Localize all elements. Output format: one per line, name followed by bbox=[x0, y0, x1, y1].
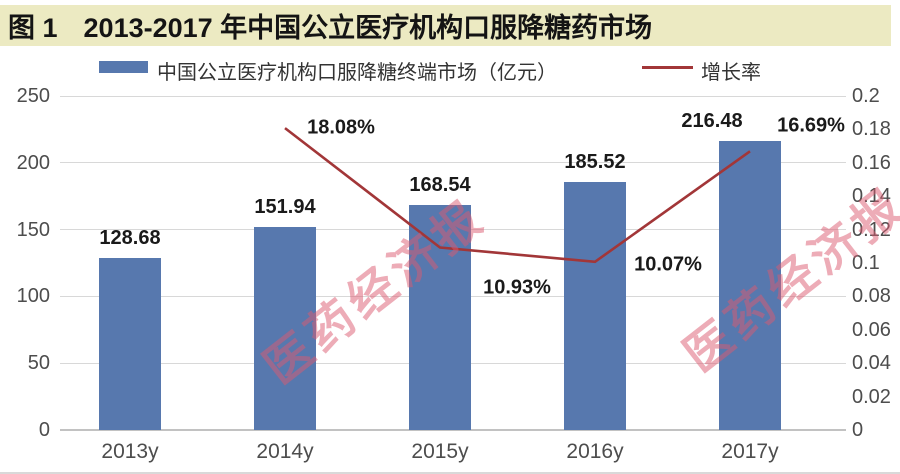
left-axis-tick: 250 bbox=[16, 85, 50, 107]
bar-2016y bbox=[564, 182, 626, 430]
legend-line-label: 增长率 bbox=[701, 62, 761, 84]
x-axis-tick: 2015y bbox=[411, 440, 469, 463]
right-axis-tick: 0.08 bbox=[852, 285, 891, 308]
right-axis-tick: 0.18 bbox=[852, 118, 891, 141]
growth-rate-label: 10.93% bbox=[483, 276, 551, 299]
growth-rate-label: 16.69% bbox=[777, 114, 845, 137]
bar-2017y bbox=[719, 140, 781, 430]
bar-value-label: 128.68 bbox=[99, 227, 161, 250]
bar-value-label: 185.52 bbox=[564, 151, 626, 174]
left-axis-tick: 150 bbox=[16, 218, 50, 241]
right-axis-tick: 0.04 bbox=[852, 352, 891, 375]
growth-rate-polyline bbox=[284, 127, 751, 264]
left-axis-tick: 0 bbox=[38, 419, 50, 441]
bar-value-label: 151.94 bbox=[254, 196, 316, 218]
figure-number: 图 1 bbox=[8, 13, 58, 43]
right-axis-tick: 0.02 bbox=[852, 385, 891, 408]
growth-rate-label: 10.07% bbox=[634, 253, 702, 276]
growth-rate-label: 18.08% bbox=[307, 116, 375, 139]
right-axis-tick: 0.1 bbox=[852, 252, 880, 274]
right-axis-tick: 0.2 bbox=[852, 85, 880, 107]
right-axis-tick: 0 bbox=[852, 419, 864, 441]
x-axis-tick: 2016y bbox=[566, 440, 624, 463]
bar-2015y bbox=[409, 204, 471, 430]
gridline bbox=[60, 429, 846, 431]
x-axis-tick: 2013y bbox=[101, 440, 159, 463]
gridline bbox=[60, 95, 846, 97]
x-axis-tick: 2017y bbox=[721, 440, 779, 463]
legend-bar-swatch bbox=[99, 61, 148, 73]
right-axis-tick: 0.14 bbox=[852, 185, 891, 208]
bar-value-label: 168.54 bbox=[409, 173, 471, 196]
right-axis-tick: 0.12 bbox=[852, 218, 891, 241]
right-axis-tick: 0.06 bbox=[852, 318, 891, 341]
left-axis-tick: 50 bbox=[27, 352, 50, 375]
right-axis-tick: 0.16 bbox=[852, 151, 891, 174]
bar-2014y bbox=[254, 227, 316, 430]
legend-line-swatch bbox=[642, 66, 693, 69]
figure-title-bar: 图 1 2013-2017 年中国公立医疗机构口服降糖药市场 bbox=[0, 5, 891, 46]
figure-title: 2013-2017 年中国公立医疗机构口服降糖药市场 bbox=[83, 13, 653, 43]
legend-bar-label: 中国公立医疗机构口服降糖终端市场（亿元） bbox=[157, 62, 557, 84]
left-axis-tick: 200 bbox=[16, 151, 50, 174]
x-axis-tick: 2014y bbox=[256, 440, 314, 463]
bar-value-label: 216.48 bbox=[681, 109, 743, 132]
bar-2013y bbox=[99, 258, 161, 430]
left-axis-tick: 100 bbox=[16, 285, 50, 308]
